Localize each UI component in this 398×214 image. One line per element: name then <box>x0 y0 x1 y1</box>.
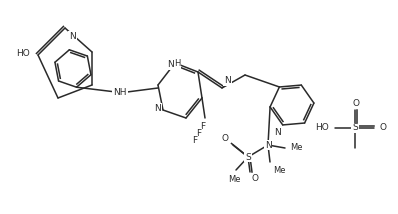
Text: S: S <box>245 153 251 162</box>
Text: N: N <box>69 32 76 41</box>
Text: N: N <box>265 141 271 150</box>
Text: F: F <box>193 136 197 145</box>
Text: N: N <box>224 76 231 85</box>
Text: F: F <box>197 129 201 138</box>
Text: N: N <box>154 104 161 113</box>
Text: F: F <box>201 122 205 131</box>
Text: S: S <box>352 123 358 132</box>
Text: O: O <box>379 123 386 132</box>
Text: N: N <box>167 60 174 69</box>
Text: NH: NH <box>113 88 127 97</box>
Text: O: O <box>222 134 229 143</box>
Text: HO: HO <box>315 123 329 132</box>
Text: O: O <box>252 174 259 183</box>
Text: H: H <box>174 59 180 68</box>
Text: N: N <box>274 128 281 137</box>
Text: HO: HO <box>16 49 30 58</box>
Text: O: O <box>353 99 359 108</box>
Text: Me: Me <box>273 166 285 175</box>
Text: Me: Me <box>290 144 302 153</box>
Text: Me: Me <box>228 175 240 184</box>
